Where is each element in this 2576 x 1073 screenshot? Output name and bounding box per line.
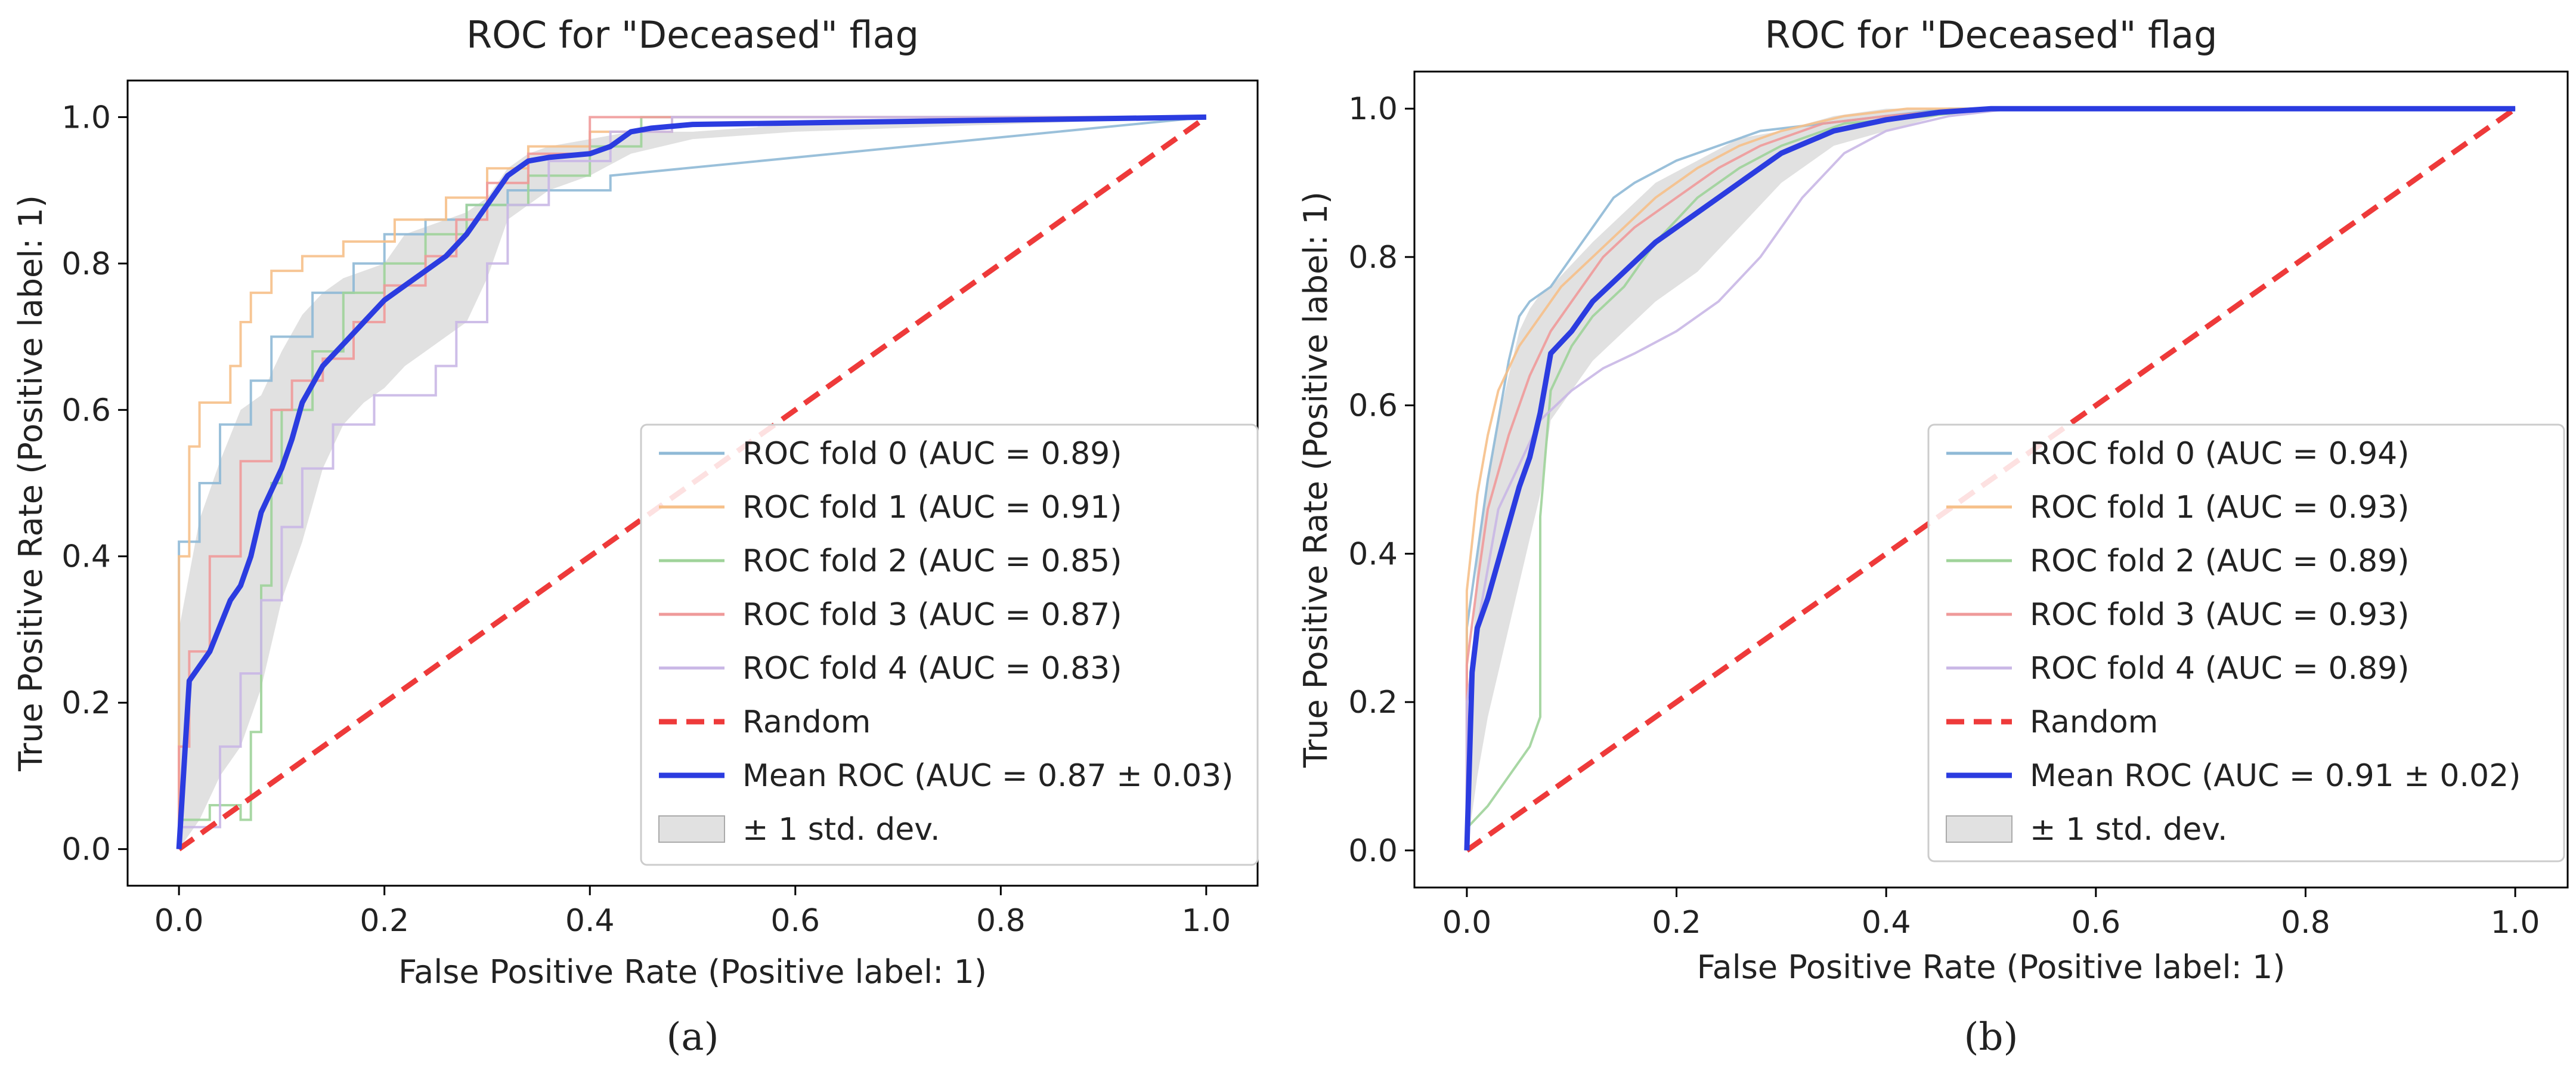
y-tick-label: 0.0 xyxy=(61,832,111,868)
legend-label-band: ± 1 std. dev. xyxy=(742,812,940,848)
series-line-fold0 xyxy=(1465,107,2516,851)
x-tick-label: 0.8 xyxy=(2281,905,2330,941)
legend-label-fold2: ROC fold 2 (AUC = 0.89) xyxy=(2030,543,2410,579)
x-tick-label: 0.0 xyxy=(154,903,204,939)
legend-swatch-band xyxy=(658,815,725,843)
legend-label-fold3: ROC fold 3 (AUC = 0.93) xyxy=(2030,597,2410,633)
legend-label-mean: Mean ROC (AUC = 0.91 ± 0.02) xyxy=(2030,758,2521,794)
legend-label-fold4: ROC fold 4 (AUC = 0.89) xyxy=(2030,651,2410,687)
x-axis-label: False Positive Rate (Positive label: 1) xyxy=(1697,948,2286,986)
legend-label-random: Random xyxy=(2030,704,2158,740)
series-line-fold1 xyxy=(1465,107,2516,851)
legend-label-random: Random xyxy=(742,704,871,740)
legend-label-fold0: ROC fold 0 (AUC = 0.94) xyxy=(2030,436,2410,472)
series-line-mean xyxy=(1464,106,2516,851)
y-tick-label: 0.8 xyxy=(1348,240,1398,276)
legend: ROC fold 0 (AUC = 0.94) ROC fold 1 (AUC =… xyxy=(1927,423,2565,862)
x-tick-label: 0.6 xyxy=(770,903,820,939)
x-tick-label: 1.0 xyxy=(2491,905,2540,941)
legend-box xyxy=(1927,423,2565,862)
chart-panel-b: ROC for "Deceased" flag 0.0 0.2 0.4 0.6 0.8 1.… xyxy=(1297,13,2569,1059)
x-tick-label: 0.2 xyxy=(1652,905,1701,941)
y-axis-label: True Positive Rate (Positive label: 1) xyxy=(1297,191,1335,768)
legend-label-fold0: ROC fold 0 (AUC = 0.89) xyxy=(742,436,1122,472)
plot-frame xyxy=(1413,70,2569,889)
legend-label-fold3: ROC fold 3 (AUC = 0.87) xyxy=(742,597,1122,633)
series-line-fold2 xyxy=(1465,107,2516,851)
legend-label-fold4: ROC fold 4 (AUC = 0.83) xyxy=(742,651,1122,687)
y-tick-label: 1.0 xyxy=(1348,91,1398,127)
y-tick-label: 0.6 xyxy=(1348,388,1398,424)
panel-label: (a) xyxy=(666,1015,719,1059)
panel-label: (b) xyxy=(1964,1015,2018,1059)
y-tick-label: 0.2 xyxy=(1348,685,1398,721)
legend-box xyxy=(640,423,1259,866)
series-line-random xyxy=(177,115,1208,852)
chart-panel-a: ROC for "Deceased" flag 0.0 0.2 0.4 0.6 0.8 1.… xyxy=(12,13,1259,1059)
y-tick-label: 0.8 xyxy=(61,246,111,282)
legend-label-fold1: ROC fold 1 (AUC = 0.91) xyxy=(742,490,1122,525)
x-tick-label: 0.6 xyxy=(2071,905,2120,941)
chart-title: ROC for "Deceased" flag xyxy=(466,13,919,57)
y-tick-label: 0.4 xyxy=(1348,536,1398,572)
x-tick-label: 0.4 xyxy=(565,903,615,939)
legend-label-fold2: ROC fold 2 (AUC = 0.85) xyxy=(742,543,1122,579)
series-line-mean xyxy=(176,114,1206,849)
legend-swatch-band xyxy=(1946,815,2012,843)
series-line-fold4 xyxy=(178,116,1206,849)
series-line-fold1 xyxy=(178,116,1206,849)
x-axis-label: False Positive Rate (Positive label: 1) xyxy=(398,953,987,991)
y-tick-label: 1.0 xyxy=(61,100,111,135)
x-tick-label: 0.2 xyxy=(360,903,409,939)
x-tick-label: 0.8 xyxy=(976,903,1026,939)
y-tick-label: 0.6 xyxy=(61,392,111,428)
x-tick-label: 1.0 xyxy=(1182,903,1231,939)
series-line-fold3 xyxy=(1465,107,2516,851)
std-dev-band xyxy=(179,117,1206,849)
x-tick-label: 0.4 xyxy=(1862,905,1911,941)
legend-label-band: ± 1 std. dev. xyxy=(2030,812,2228,848)
series-line-fold4 xyxy=(1465,107,2516,851)
legend-label-fold1: ROC fold 1 (AUC = 0.93) xyxy=(2030,490,2410,525)
y-tick-label: 0.4 xyxy=(61,539,111,575)
legend-label-mean: Mean ROC (AUC = 0.87 ± 0.03) xyxy=(742,758,1233,794)
legend: ROC fold 0 (AUC = 0.89) ROC fold 1 (AUC =… xyxy=(640,423,1259,866)
y-axis-label: True Positive Rate (Positive label: 1) xyxy=(12,195,49,772)
y-tick-label: 0.0 xyxy=(1348,833,1398,869)
y-tick-label: 0.2 xyxy=(61,685,111,721)
x-tick-label: 0.0 xyxy=(1442,905,1492,941)
chart-title: ROC for "Deceased" flag xyxy=(1765,13,2218,57)
